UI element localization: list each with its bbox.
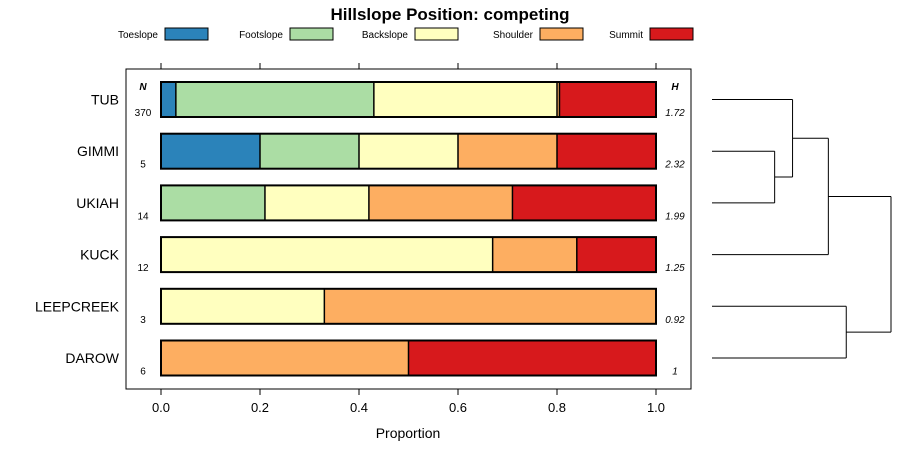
n-value-3: 12 (137, 263, 149, 274)
h-value-0: 1.72 (665, 108, 685, 119)
bar-segment-shoulder-3 (492, 237, 577, 273)
legend-label-backslope: Backslope (362, 30, 409, 41)
bar-segment-backslope-2 (264, 185, 369, 221)
bar-segment-shoulder-4 (324, 288, 656, 324)
legend-swatch-shoulder (539, 27, 584, 41)
x-tick-label-4: 0.8 (548, 400, 566, 415)
legend-label-toeslope: Toeslope (118, 30, 158, 41)
bar-segment-shoulder-0 (557, 82, 560, 117)
bar-segment-shoulder-5 (161, 340, 409, 376)
n-header: N (139, 82, 147, 93)
legend: Toeslope Footslope Backslope Shoulder Summit (118, 27, 694, 41)
bar-outline-2 (160, 184, 657, 222)
bar-segment-summit-0 (559, 82, 656, 117)
bar-outline-4 (160, 287, 657, 325)
category-label-0: TUB (91, 92, 119, 108)
bar-segment-toeslope-0 (161, 82, 176, 117)
h-header: H (671, 82, 679, 93)
category-label-1: GIMMI (77, 143, 119, 159)
x-tick-label-0: 0.0 (152, 400, 170, 415)
h-value-4: 0.92 (665, 315, 685, 326)
n-value-1: 5 (140, 160, 146, 171)
bar-segment-footslope-1 (260, 133, 359, 169)
bar-segment-footslope-2 (161, 185, 265, 221)
n-value-2: 14 (137, 211, 149, 222)
h-value-1: 2.32 (664, 160, 685, 171)
chart-title: Hillslope Position: competing (331, 5, 570, 24)
bar-outline-0 (160, 81, 657, 118)
bar-segment-backslope-0 (373, 82, 557, 117)
bar-outline-1 (160, 132, 657, 170)
bar-segment-backslope-3 (161, 237, 493, 273)
bar-segment-toeslope-1 (161, 133, 260, 169)
bar-rows: TUB 370 1.72 GIMMI 5 2.32 UKIAH 14 1.99 KUCK 12 1.2… (35, 81, 685, 378)
x-axis: 0.0 0.2 0.4 0.6 0.8 1.0 (152, 389, 665, 415)
bar-segment-backslope-1 (359, 133, 458, 169)
legend-swatch-backslope (414, 27, 459, 41)
n-value-5: 6 (140, 367, 146, 378)
n-value-0: 370 (135, 108, 152, 119)
h-value-2: 1.99 (665, 211, 685, 222)
n-value-4: 3 (140, 315, 146, 326)
x-tick-label-2: 0.4 (350, 400, 368, 415)
bar-outline-5 (160, 339, 657, 377)
legend-swatch-footslope (289, 27, 334, 41)
legend-label-summit: Summit (609, 30, 643, 41)
x-tick-label-3: 0.6 (449, 400, 467, 415)
category-label-3: KUCK (80, 247, 120, 263)
category-label-5: DAROW (65, 350, 119, 366)
bar-outline-3 (160, 236, 657, 274)
category-label-4: LEEPCREEK (35, 298, 120, 314)
bar-segment-shoulder-1 (458, 133, 557, 169)
x-axis-title: Proportion (376, 425, 441, 441)
top-axis-ticks (160, 63, 657, 69)
x-tick-label-1: 0.2 (251, 400, 269, 415)
category-label-2: UKIAH (76, 195, 119, 211)
bar-segment-backslope-4 (161, 288, 325, 324)
bar-segment-summit-5 (408, 340, 656, 376)
plot-frame (125, 68, 692, 390)
legend-swatch-summit (649, 27, 694, 41)
bar-segment-summit-1 (557, 133, 656, 169)
bar-segment-footslope-0 (175, 82, 374, 117)
bar-segment-summit-2 (512, 185, 656, 221)
dendrogram (712, 99, 892, 359)
bar-segment-shoulder-2 (368, 185, 513, 221)
h-value-5: 1 (672, 367, 678, 378)
h-value-3: 1.25 (665, 263, 685, 274)
x-tick-label-5: 1.0 (647, 400, 665, 415)
legend-swatch-toeslope (164, 27, 209, 41)
legend-label-footslope: Footslope (239, 30, 283, 41)
bar-segment-summit-3 (576, 237, 656, 273)
legend-label-shoulder: Shoulder (493, 30, 534, 41)
